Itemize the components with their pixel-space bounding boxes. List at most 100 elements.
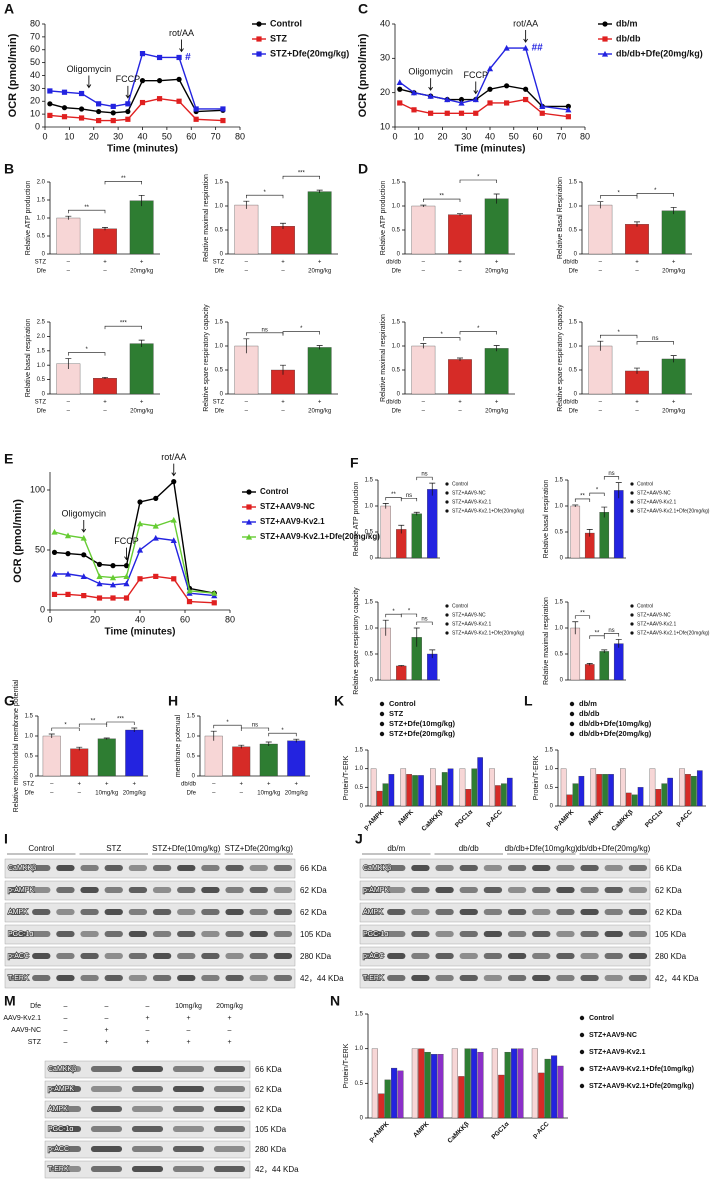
- significance-label: *: [263, 190, 266, 196]
- blot-band: [556, 909, 575, 915]
- bar: [599, 512, 610, 559]
- protein-label: p-ACC: [363, 953, 384, 960]
- error-bar: [615, 639, 622, 648]
- treatment-name: STZ: [213, 260, 225, 266]
- bar: [596, 774, 602, 807]
- y-tick-label: 0.5: [25, 754, 34, 760]
- blot-band: [483, 931, 503, 937]
- panel-letter: M: [4, 993, 16, 1009]
- error-bar: [615, 482, 622, 499]
- blot-band: [172, 1066, 205, 1072]
- blot-band: [411, 975, 430, 981]
- blot-strip: [4, 946, 296, 967]
- y-tick-label: 80: [30, 18, 40, 28]
- x-axis-label: Time (minutes): [455, 144, 526, 155]
- treatment-value: +: [267, 782, 271, 788]
- data-point: [487, 100, 493, 106]
- legend-label: STZ+AAV9-NC: [452, 490, 486, 496]
- bar: [620, 768, 626, 807]
- blot-band: [152, 975, 172, 981]
- group-label: STZ+Dfe(20mg/kg): [225, 844, 294, 853]
- bar: [477, 1051, 484, 1119]
- legend-label: STZ+AAV9-Kv2.1+Dfe(20mg/kg): [637, 630, 710, 636]
- treatment-name: Dfe: [30, 1003, 41, 1010]
- treatment-value: 10mg/kg: [95, 791, 118, 797]
- blot-band: [213, 1126, 246, 1132]
- panel-letter: N: [330, 993, 340, 1009]
- blot-band: [131, 1166, 164, 1172]
- blot-band: [604, 865, 623, 871]
- y-tick-label: 0: [35, 121, 40, 131]
- error-bar: [382, 619, 389, 636]
- legend-swatch: [569, 701, 575, 707]
- y-tick-label: 0: [560, 678, 564, 684]
- bar: [599, 651, 610, 681]
- data-point: [601, 50, 609, 57]
- blot-band: [225, 887, 244, 893]
- treatment-value: +: [227, 1039, 231, 1046]
- bar: [371, 1048, 378, 1119]
- y-axis-label: Protein/T-ERK: [343, 1043, 350, 1088]
- bar: [418, 775, 424, 807]
- blot-band: [201, 931, 220, 937]
- treatment-value: +: [140, 260, 144, 266]
- blot-band: [32, 865, 51, 871]
- significance-bracket: [603, 633, 620, 637]
- legend-label: db/m: [579, 699, 597, 708]
- blot-band: [273, 887, 293, 893]
- x-tick-label: PGC1α: [644, 809, 664, 829]
- blot-band: [90, 1106, 123, 1112]
- bar: [397, 1070, 404, 1119]
- data-point: [176, 76, 182, 82]
- treatment-value: –: [422, 260, 426, 266]
- blot-band: [249, 975, 268, 981]
- data-point: [245, 533, 253, 540]
- blot-band: [177, 865, 196, 871]
- treatment-name: Dfe: [215, 269, 225, 275]
- significance-label: *: [85, 347, 88, 353]
- data-point: [139, 51, 146, 57]
- panel-letter: F: [350, 455, 359, 471]
- blot-band: [532, 909, 551, 915]
- error-bar: [265, 741, 272, 746]
- data-point: [152, 522, 159, 529]
- treatment-name: db/db: [181, 782, 197, 788]
- bar: [570, 627, 581, 681]
- treatment-name: STZ: [23, 782, 35, 788]
- panel-letter: C: [358, 1, 368, 17]
- blot-band: [628, 865, 648, 871]
- protein-label: T-ERK: [48, 1166, 69, 1173]
- significance-label: ***: [298, 171, 306, 177]
- y-axis-label: Relative maximal respiration: [380, 314, 387, 402]
- blot-band: [177, 909, 196, 915]
- data-point: [256, 21, 262, 27]
- treatment-name: AAV9-Kv2.1: [3, 1015, 41, 1022]
- data-point: [96, 595, 103, 601]
- blot-band: [7, 975, 27, 981]
- legend-swatch: [630, 622, 634, 626]
- y-axis-label: membrane potenual: [175, 714, 182, 777]
- data-point: [602, 21, 608, 27]
- blot-band: [49, 1126, 82, 1132]
- error-bar: [429, 482, 436, 496]
- blot-band: [80, 887, 99, 893]
- legend-label: STZ+Dfe(10mg/kg): [389, 719, 456, 728]
- bar: [376, 790, 383, 807]
- size-label: 62 KDa: [655, 886, 682, 895]
- bar: [204, 735, 223, 777]
- data-point: [47, 101, 53, 107]
- treatment-value: –: [64, 1039, 68, 1046]
- bar: [590, 768, 597, 807]
- bar: [396, 665, 407, 681]
- treatment-value: 20mg/kg: [130, 409, 153, 415]
- significance-bracket: [400, 613, 418, 617]
- y-axis-label: Relative basal respiration: [543, 480, 550, 559]
- legend-swatch: [579, 1049, 585, 1055]
- data-point: [51, 549, 58, 556]
- treatment-value: +: [495, 260, 499, 266]
- legend-label: db/db: [616, 33, 641, 43]
- data-point: [427, 93, 434, 99]
- legend-label: STZ+AAV9-Kv2.1+Dfe(20mg/kg): [452, 508, 525, 514]
- significance-bracket: [104, 325, 142, 330]
- treatment-value: 10mg/kg: [175, 1003, 202, 1010]
